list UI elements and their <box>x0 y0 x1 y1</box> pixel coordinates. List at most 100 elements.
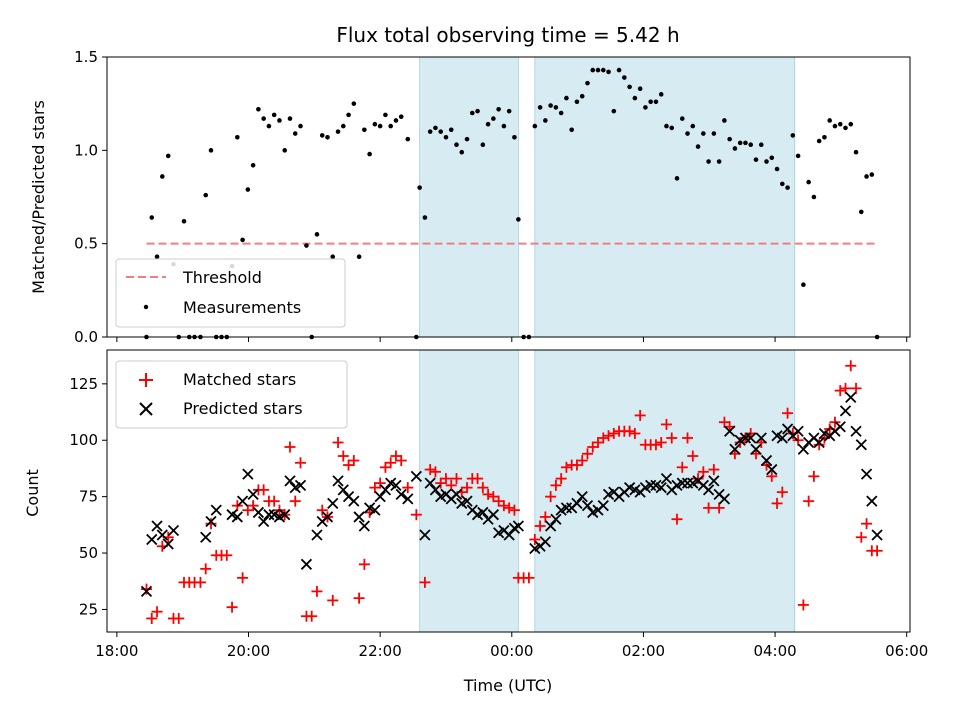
predicted-star-point <box>450 488 463 501</box>
matched-star-point <box>603 430 615 442</box>
measurement-point <box>454 142 459 148</box>
measurement-point <box>753 157 759 162</box>
measurement-point <box>398 114 404 120</box>
matched-star-point <box>555 473 567 485</box>
measurement-point <box>335 129 341 134</box>
measurement-point <box>669 125 675 131</box>
matched-star-point <box>268 495 280 507</box>
top-legend: Threshold Measurements <box>115 258 346 328</box>
measurement-point <box>685 131 690 136</box>
matched-star-point <box>534 520 546 532</box>
measurement-point <box>701 131 706 136</box>
y-tick-label: 125 <box>69 375 98 393</box>
matched-star-point <box>629 427 641 439</box>
measurement-point <box>149 215 155 220</box>
predicted-star-point <box>750 443 762 455</box>
legend-threshold-label: Threshold <box>182 268 262 287</box>
measurement-point <box>758 142 764 148</box>
matched-star-point <box>839 382 851 394</box>
predicted-star-point <box>353 511 365 523</box>
matched-star-point <box>258 484 270 496</box>
matched-star-point <box>395 455 407 467</box>
shaded-interval <box>534 56 796 338</box>
measurement-point <box>159 174 165 179</box>
measurement-point <box>537 105 543 110</box>
measurement-point <box>330 254 336 260</box>
predicted-star-point <box>236 495 249 507</box>
matched-star-point <box>545 491 557 503</box>
matched-star-point <box>295 457 307 469</box>
matched-star-point <box>581 448 593 460</box>
predicted-star-point <box>369 504 381 516</box>
measurement-point <box>240 237 245 243</box>
predicted-star-point <box>576 491 588 503</box>
predicted-star-point <box>792 425 804 437</box>
matched-star-point <box>655 436 667 448</box>
predicted-star-point <box>410 470 422 482</box>
measurement-point <box>464 136 470 142</box>
measurement-point <box>869 172 875 177</box>
y-tick-label: 1.5 <box>74 48 98 66</box>
measurement-point <box>790 133 796 138</box>
predicted-star-point <box>708 475 720 487</box>
measurement-point <box>695 144 701 149</box>
matched-star-point <box>803 495 815 507</box>
measurement-point <box>443 134 449 140</box>
matched-star-point <box>327 594 339 606</box>
matched-star-point <box>477 482 489 494</box>
predicted-star-point <box>724 425 736 437</box>
measurement-point <box>266 123 272 129</box>
measurement-point <box>564 95 569 101</box>
measurement-point <box>512 134 517 140</box>
matched-star-point <box>419 576 431 588</box>
measurement-point <box>743 140 748 146</box>
measurement-point <box>600 67 606 73</box>
y-tick-label: 0.5 <box>74 235 98 253</box>
predicted-star-point <box>156 529 168 541</box>
matched-star-point <box>410 509 422 521</box>
predicted-star-point <box>461 495 473 507</box>
top-x-ticks <box>116 337 908 342</box>
predicted-star-point <box>834 421 846 433</box>
predicted-star-point <box>390 479 402 491</box>
matched-star-point <box>200 563 212 575</box>
measurement-point <box>261 116 266 121</box>
measurement-point <box>801 282 806 288</box>
matched-star-point <box>306 610 318 622</box>
measurement-point <box>727 136 732 142</box>
measurement-point <box>674 176 680 181</box>
legend-matched-label: Matched stars <box>183 370 296 389</box>
predicted-star-point <box>242 468 254 480</box>
predicted-star-point <box>760 454 773 467</box>
measurement-point <box>679 116 685 121</box>
predicted-star-point <box>702 484 715 496</box>
matched-star-point <box>424 464 436 476</box>
predicted-star-point <box>151 520 163 532</box>
matched-star-point <box>797 599 809 611</box>
measurement-point <box>579 93 585 99</box>
measurement-point <box>496 106 501 112</box>
matched-star-point <box>374 477 386 489</box>
y-tick-label: 75 <box>79 488 98 506</box>
matched-star-point <box>550 479 562 491</box>
measurement-point <box>590 67 596 73</box>
measurement-point <box>648 99 653 105</box>
matched-star-point <box>776 486 788 498</box>
measurement-point <box>532 123 538 129</box>
measurement-point <box>203 192 209 198</box>
matched-star-point <box>660 418 672 430</box>
matched-star-point <box>503 502 515 514</box>
predicted-star-point <box>850 425 862 437</box>
measurement-point <box>822 134 827 140</box>
y-tick-label: 0.0 <box>74 328 98 346</box>
matched-star-point <box>316 504 328 516</box>
top-shaded-regions <box>419 56 796 338</box>
measurement-point <box>622 75 627 80</box>
legend-predicted-swatch <box>139 402 153 416</box>
predicted-star-point <box>252 506 265 519</box>
measurement-point <box>658 92 664 97</box>
matched-star-point <box>560 461 572 473</box>
predicted-star-point <box>871 529 883 541</box>
matched-star-point <box>687 450 699 462</box>
predicted-star-point <box>327 497 339 510</box>
